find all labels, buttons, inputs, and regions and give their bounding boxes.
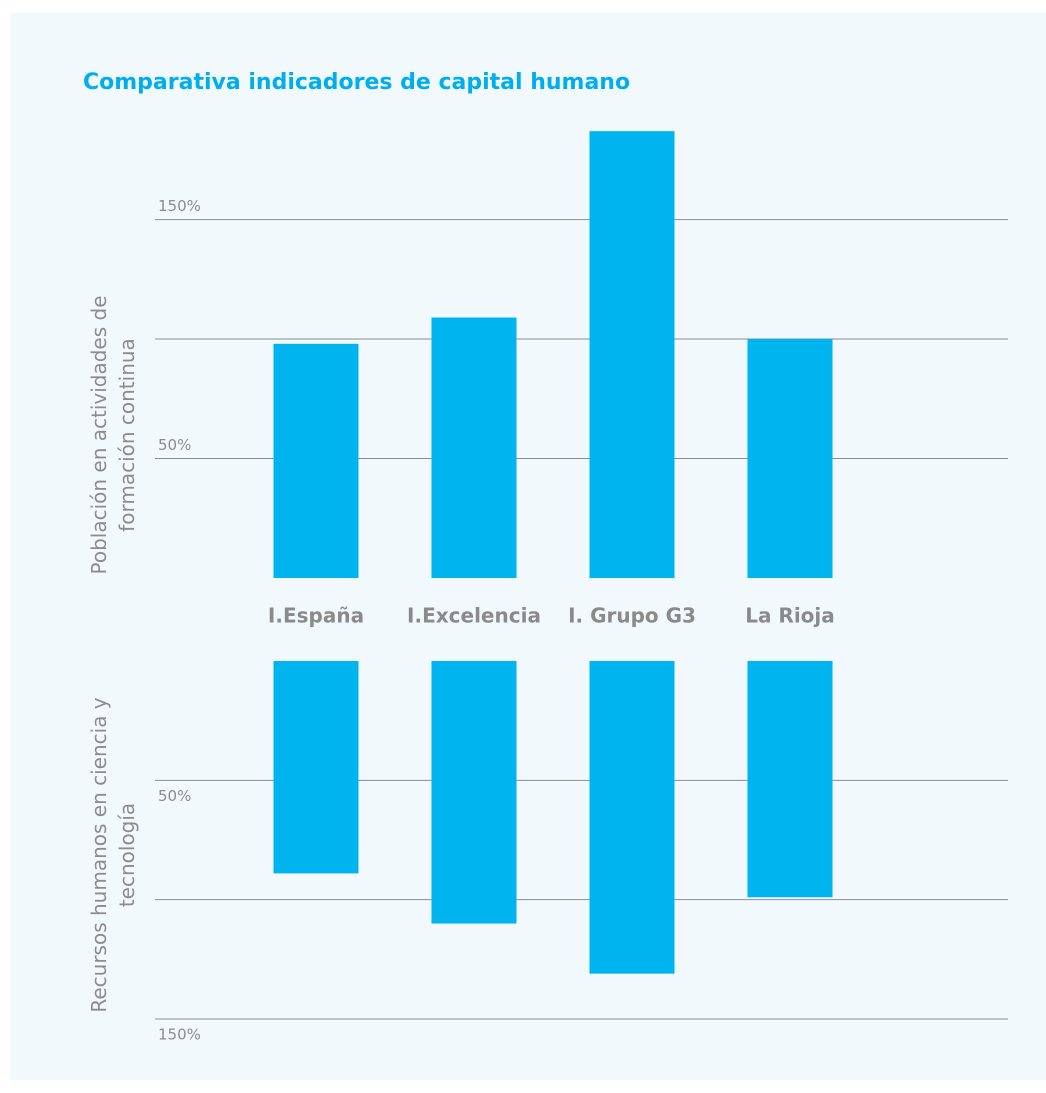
bar: [747, 661, 833, 898]
y-tick-label: 50%: [158, 787, 191, 805]
y-axis-label-line: formación continua: [115, 338, 139, 532]
card: [10, 13, 1046, 1080]
bar: [431, 317, 517, 578]
x-tick-label: I.Excelencia: [407, 604, 541, 628]
x-tick-label: I.España: [268, 604, 364, 628]
y-axis-label: Población en actividades de formación con…: [87, 295, 139, 574]
y-tick-label: 150%: [158, 1026, 201, 1044]
bar: [431, 661, 517, 924]
x-tick-label: I. Grupo G3: [568, 604, 696, 628]
y-axis-label-line: tecnología: [115, 803, 139, 907]
bar: [589, 661, 675, 974]
x-tick-label: La Rioja: [745, 604, 835, 628]
y-axis-label-line: Recursos humanos en ciencia y: [87, 697, 111, 1012]
y-tick-label: 50%: [158, 436, 191, 454]
y-axis-label-line: Población en actividades de: [87, 295, 111, 574]
bar: [747, 339, 833, 578]
y-tick-label: 150%: [158, 197, 201, 215]
bar: [589, 131, 675, 578]
bar: [273, 343, 359, 578]
y-axis-label: Recursos humanos en ciencia y tecnología: [87, 697, 139, 1012]
bar: [273, 661, 359, 874]
chart-title: Comparativa indicadores de capital human…: [83, 70, 630, 95]
